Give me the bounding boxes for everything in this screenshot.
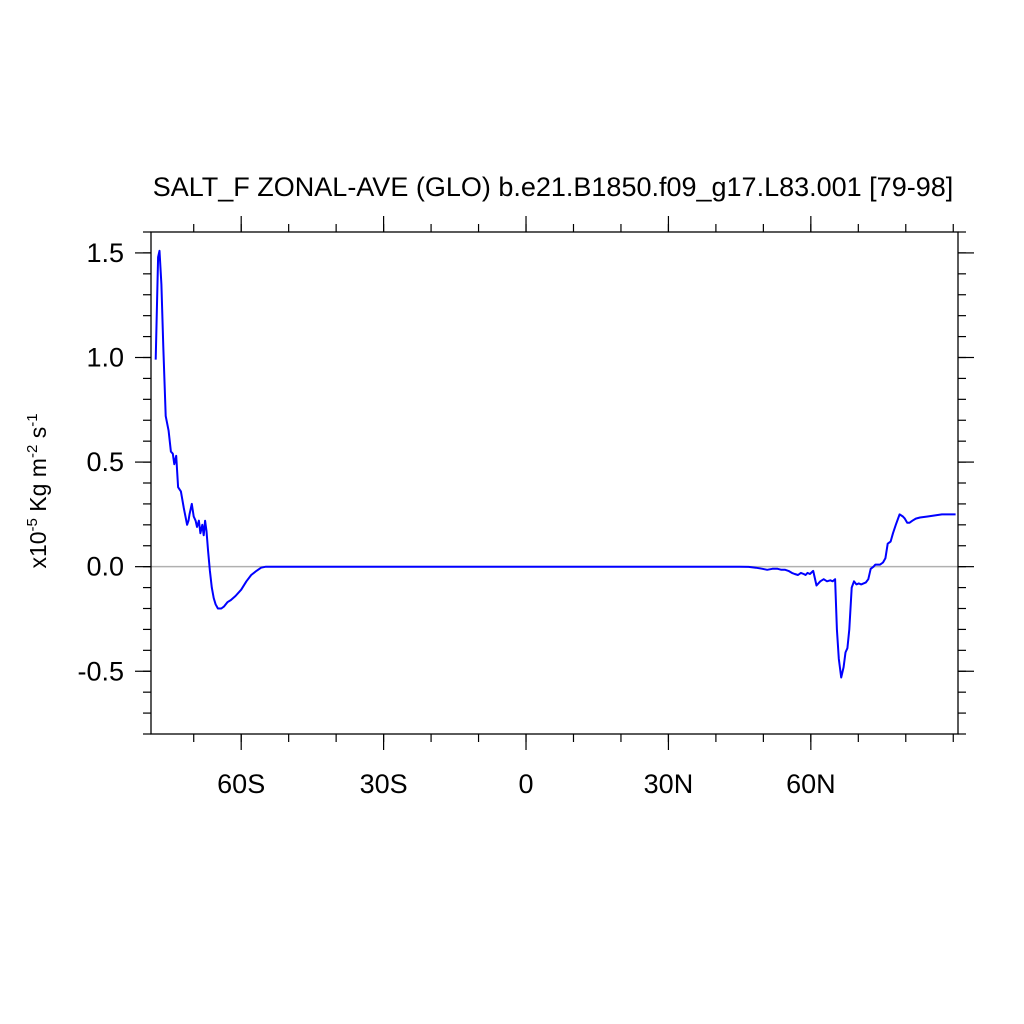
y-tick-label: -0.5 bbox=[77, 656, 124, 686]
x-tick-label: 60S bbox=[217, 769, 265, 799]
series-line bbox=[154, 249, 956, 679]
y-tick-label: 0.0 bbox=[86, 552, 124, 582]
x-tick-label: 0 bbox=[519, 769, 534, 799]
plot-frame bbox=[150, 231, 959, 735]
y-tick-label: 1.0 bbox=[86, 343, 124, 373]
minor-ticks bbox=[143, 224, 966, 742]
x-tick-label: 30N bbox=[644, 769, 694, 799]
y-tick-label: 0.5 bbox=[86, 447, 124, 477]
chart-title: SALT_F ZONAL-AVE (GLO) b.e21.B1850.f09_g… bbox=[153, 172, 953, 202]
x-tick-label: 30S bbox=[360, 769, 408, 799]
x-tick-labels: 60S 30S 0 30N 60N bbox=[217, 769, 835, 799]
y-tick-label: 1.5 bbox=[86, 238, 124, 268]
y-axis-label: x10-5 Kg m-2 s-1 bbox=[24, 413, 51, 568]
y-tick-labels: 1.5 1.0 0.5 0.0 -0.5 bbox=[77, 238, 124, 686]
major-ticks bbox=[135, 216, 974, 750]
x-tick-label: 60N bbox=[786, 769, 836, 799]
